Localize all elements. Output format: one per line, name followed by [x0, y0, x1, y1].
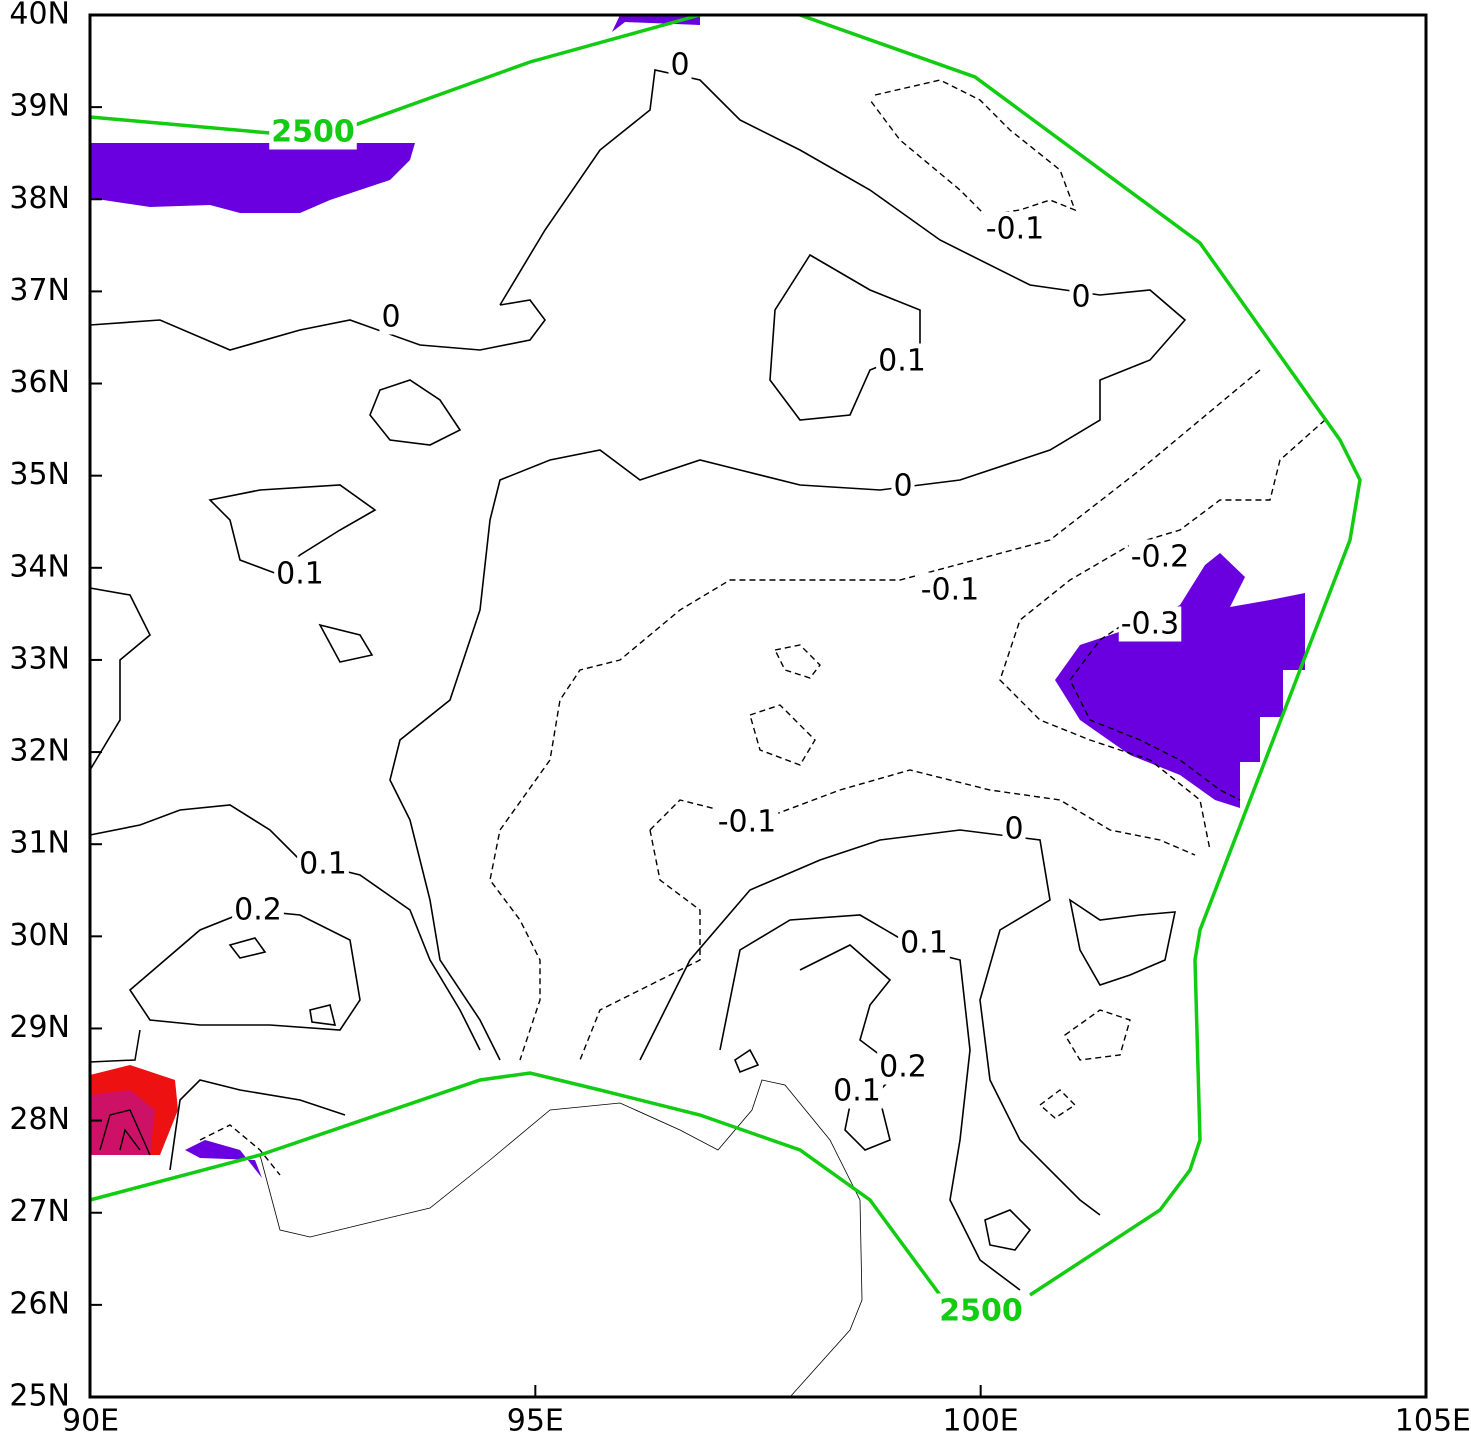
x-tick-label: 95E: [507, 1404, 564, 1439]
contour-label: 0: [1071, 280, 1090, 315]
contour-label: 2500: [939, 1294, 1023, 1329]
contour-label: 0: [893, 469, 912, 504]
contour-label: -0.1: [921, 573, 980, 608]
contour-label: 0: [670, 48, 689, 83]
contour-label: -0.1: [718, 805, 777, 840]
contour-label-bg: [668, 47, 692, 83]
contour-label-bg: [898, 925, 950, 961]
contour-label: 2500: [271, 115, 355, 150]
contour-label: 0.2: [234, 893, 282, 928]
contour-label-bg: [891, 468, 915, 504]
contour-label-bg: [274, 556, 326, 592]
shading: [90, 15, 1305, 1178]
contour-label: 0.2: [879, 1050, 927, 1085]
y-tick-label: 37N: [9, 273, 70, 308]
contour-label-bg: [232, 892, 284, 928]
y-tick-label: 34N: [9, 549, 70, 584]
contour-label-bg: [983, 211, 1047, 247]
y-tick-label: 26N: [9, 1286, 70, 1321]
y-tick-label: 25N: [9, 1379, 70, 1414]
contour-label: 0.1: [299, 847, 347, 882]
contour-label: 0.1: [900, 926, 948, 961]
y-tick-label: 39N: [9, 89, 70, 124]
contour-label-bg: [831, 1073, 883, 1109]
contour-label: -0.2: [1131, 540, 1190, 575]
y-tick-label: 32N: [9, 734, 70, 769]
y-tick-label: 27N: [9, 1194, 70, 1229]
contour-label-bg: [1002, 811, 1026, 847]
y-tick-label: 36N: [9, 365, 70, 400]
x-tick-label: 90E: [62, 1404, 119, 1439]
y-tick-label: 31N: [9, 826, 70, 861]
contour-label: 0.1: [878, 344, 926, 379]
coastline: [259, 1079, 863, 1398]
contour-label: 0: [381, 300, 400, 335]
contour-label-bg: [269, 114, 357, 150]
contour-label-bg: [876, 343, 928, 379]
y-tick-label: 40N: [9, 0, 70, 32]
y-tick-label: 35N: [9, 457, 70, 492]
contour-label: -0.1: [986, 212, 1045, 247]
contour-label-bg: [1069, 279, 1093, 315]
contour-label-bg: [297, 846, 349, 882]
y-tick-label: 28N: [9, 1102, 70, 1137]
contour-label: -0.3: [1121, 607, 1180, 642]
contour-label-bg: [918, 572, 982, 608]
contour-label-bg: [1118, 606, 1182, 642]
y-tick-label: 33N: [9, 641, 70, 676]
contour-label-bg: [715, 804, 779, 840]
y-tick-label: 38N: [9, 181, 70, 216]
contour-label: 0.1: [276, 557, 324, 592]
x-tick-label: 100E: [943, 1404, 1019, 1439]
contour-label-bg: [937, 1293, 1025, 1329]
frame: [88, 13, 1428, 1399]
contour-label-bg: [379, 299, 403, 335]
contour-label: 0.1: [833, 1074, 881, 1109]
x-tick-label: 105E: [1395, 1404, 1471, 1439]
labels: 90E 95E 100E 105E 25N 26N 27N 28N 29N 30N 31N 32N 33…: [9, 0, 1471, 1439]
contour-label-bg: [1128, 539, 1192, 575]
contour-label: 0: [1004, 812, 1023, 847]
y-tick-label: 30N: [9, 918, 70, 953]
y-tick-label: 29N: [9, 1010, 70, 1045]
contour-label-bg: [877, 1049, 929, 1085]
